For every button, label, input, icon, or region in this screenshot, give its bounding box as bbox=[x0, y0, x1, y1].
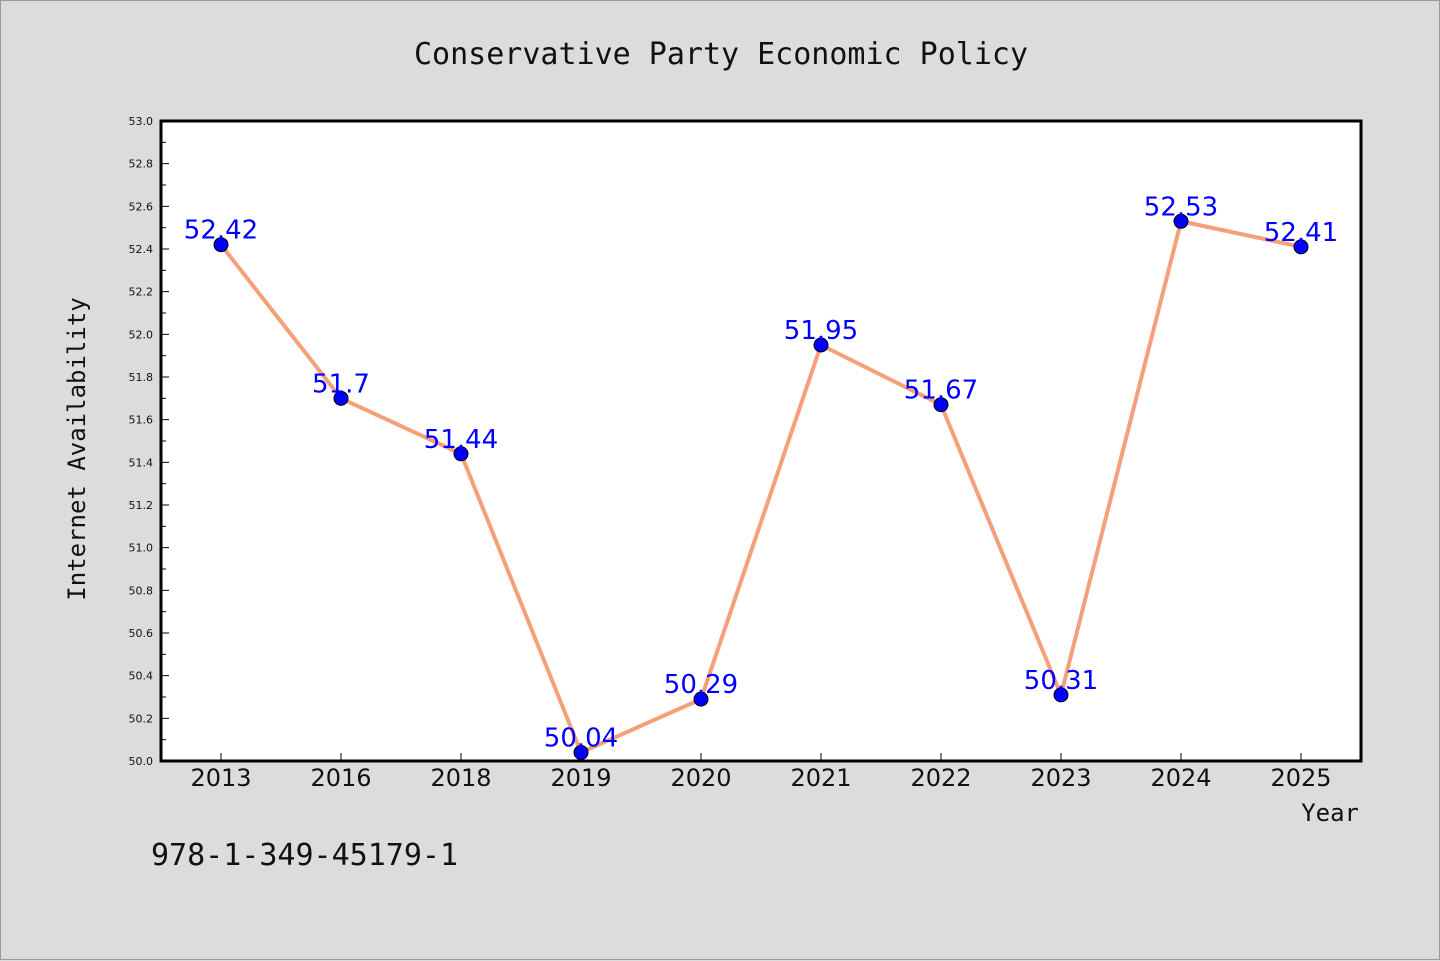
data-labels-group: 52.42 51.7 51.44 50.04 50.29 51.95 51.67 50.31 5… bbox=[184, 192, 1338, 753]
y-tick-label: 50.2 bbox=[129, 712, 154, 725]
y-tick-label: 50.6 bbox=[129, 627, 154, 640]
x-tick-label: 2023 bbox=[1030, 764, 1091, 792]
data-label: 52.42 bbox=[184, 216, 258, 246]
x-tick-label: 2025 bbox=[1270, 764, 1331, 792]
data-label: 52.41 bbox=[1264, 218, 1338, 248]
y-tick-label: 51.2 bbox=[129, 499, 154, 512]
series-line-group bbox=[219, 219, 1302, 755]
markers-group bbox=[213, 213, 1309, 760]
y-tick-label: 52.0 bbox=[129, 328, 154, 341]
y-tick-label: 52.2 bbox=[129, 286, 154, 299]
data-label: 50.29 bbox=[664, 670, 738, 700]
series-line bbox=[219, 219, 1302, 755]
y-tick-label: 53.0 bbox=[129, 115, 154, 128]
isbn-annotation: 978-1-349-45179-1 bbox=[151, 838, 458, 873]
data-label: 51.44 bbox=[424, 425, 498, 455]
x-tick-label: 2018 bbox=[430, 764, 491, 792]
data-point-marker bbox=[693, 691, 709, 707]
y-tick-label: 51.4 bbox=[129, 456, 154, 469]
plot-area bbox=[159, 119, 1363, 763]
data-point-marker bbox=[813, 337, 829, 353]
data-point-marker bbox=[213, 237, 229, 253]
y-axis: 50.0 50.2 50.4 50.6 50.8 51.0 51.2 51.4 51.6 51.8… bbox=[129, 115, 169, 768]
data-point-marker bbox=[333, 390, 349, 406]
y-tick-label: 52.8 bbox=[129, 158, 154, 171]
y-tick-label: 50.4 bbox=[129, 670, 154, 683]
data-label: 52.53 bbox=[1144, 192, 1218, 222]
y-tick-label: 50.0 bbox=[129, 755, 154, 768]
y-tick-label: 50.8 bbox=[129, 584, 154, 597]
x-tick-label: 2019 bbox=[550, 764, 611, 792]
data-point-marker bbox=[453, 446, 469, 462]
x-tick-label: 2021 bbox=[790, 764, 851, 792]
x-tick-label: 2020 bbox=[670, 764, 731, 792]
data-label: 50.04 bbox=[544, 723, 618, 753]
x-axis-label: Year bbox=[1301, 799, 1359, 827]
data-label: 50.31 bbox=[1024, 666, 1098, 696]
data-point-marker bbox=[1173, 213, 1189, 229]
x-tick-label: 2013 bbox=[190, 764, 251, 792]
y-tick-label: 52.6 bbox=[129, 200, 154, 213]
x-tick-label: 2022 bbox=[910, 764, 971, 792]
data-point-marker bbox=[1293, 239, 1309, 255]
x-tick-label: 2024 bbox=[1150, 764, 1211, 792]
data-point-marker bbox=[573, 744, 589, 760]
data-label: 51.67 bbox=[904, 376, 978, 406]
x-tick-label: 2016 bbox=[310, 764, 371, 792]
y-tick-label: 51.6 bbox=[129, 414, 154, 427]
data-point-marker bbox=[1053, 687, 1069, 703]
y-tick-label: 51.8 bbox=[129, 371, 154, 384]
y-tick-label: 51.0 bbox=[129, 542, 154, 555]
data-point-marker bbox=[933, 397, 949, 413]
data-label: 51.7 bbox=[312, 369, 370, 399]
chart-title: Conservative Party Economic Policy bbox=[414, 37, 1028, 72]
x-axis: 2013 2016 2018 2019 2020 2021 2022 2023 2024 2025 bbox=[190, 753, 1332, 792]
y-tick-label: 52.4 bbox=[129, 243, 154, 256]
y-axis-label: Internet Availability bbox=[63, 297, 91, 600]
data-label: 51.95 bbox=[784, 316, 858, 346]
